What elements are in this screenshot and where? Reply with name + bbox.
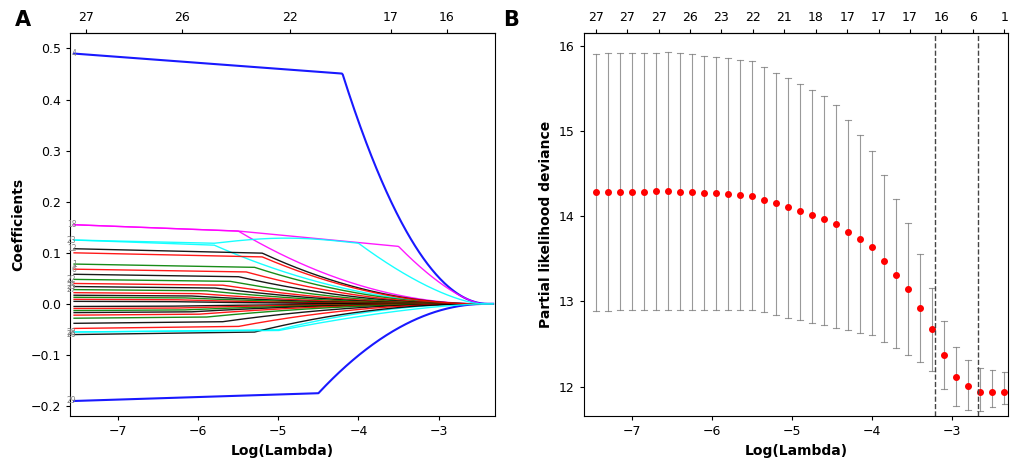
X-axis label: Log(Lambda): Log(Lambda) <box>230 444 333 458</box>
Text: 12: 12 <box>67 244 76 253</box>
Text: 28: 28 <box>67 327 76 337</box>
X-axis label: Log(Lambda): Log(Lambda) <box>744 444 847 458</box>
Text: 22: 22 <box>67 275 76 284</box>
Text: 1: 1 <box>71 259 76 269</box>
Y-axis label: Coefficients: Coefficients <box>11 178 25 271</box>
Text: 26: 26 <box>67 330 76 339</box>
Text: B: B <box>502 10 519 30</box>
Text: A: A <box>15 10 31 30</box>
Text: 23: 23 <box>67 235 76 244</box>
Text: 4: 4 <box>71 49 76 58</box>
Y-axis label: Partial likelihood deviance: Partial likelihood deviance <box>539 121 552 328</box>
Text: 29: 29 <box>67 396 76 406</box>
Text: 25: 25 <box>67 282 76 291</box>
Text: 6: 6 <box>71 265 76 274</box>
Text: 27: 27 <box>67 285 76 294</box>
Text: 18: 18 <box>67 220 76 229</box>
